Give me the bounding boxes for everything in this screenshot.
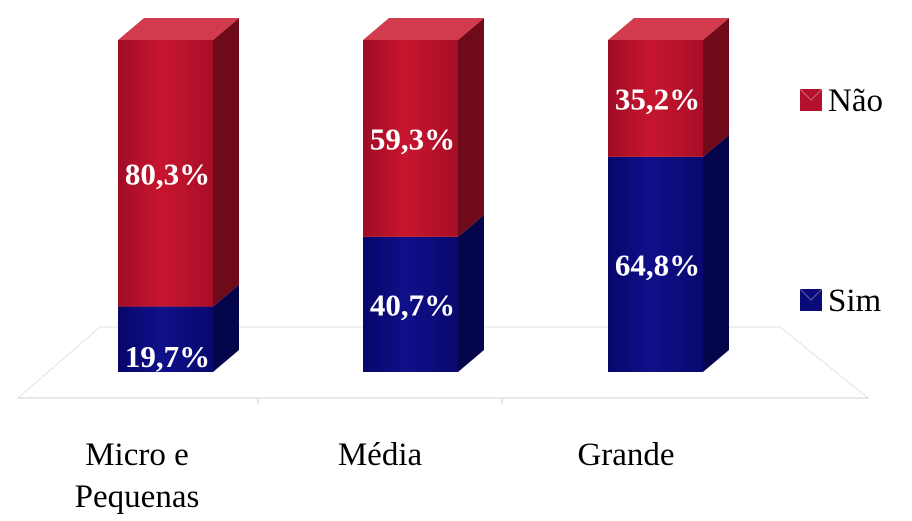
bar-2-nao-side bbox=[458, 18, 484, 237]
bar-3-nao-side bbox=[703, 18, 729, 157]
bar-2-sim-side bbox=[458, 214, 484, 372]
data-label-2-nao: 59,3% bbox=[370, 121, 455, 156]
bar-3-sim-side bbox=[703, 134, 729, 372]
category-label-2: Média bbox=[338, 437, 423, 473]
bar-2-sim-front bbox=[363, 236, 458, 372]
chart-floor bbox=[16, 326, 870, 404]
bar-1-sim-side bbox=[213, 284, 239, 372]
bar-1-sim-front bbox=[118, 306, 213, 372]
data-label-1-sim: 19,7% bbox=[125, 339, 210, 374]
bar-1-nao-side bbox=[213, 18, 239, 307]
legend-swatch-highlight-sim bbox=[799, 288, 823, 301]
bar-3-sim-front bbox=[608, 156, 703, 372]
data-label-3-nao: 35,2% bbox=[615, 81, 700, 116]
legend-swatch-highlight-nao bbox=[799, 88, 823, 101]
legend-swatch-nao bbox=[800, 89, 822, 111]
bars-group bbox=[118, 18, 729, 372]
bar-2-nao-top bbox=[363, 18, 484, 40]
legend-swatch-sim bbox=[800, 289, 822, 311]
category-label-1-line-1: Micro e bbox=[85, 437, 189, 473]
legend: Não Sim bbox=[799, 83, 883, 319]
data-labels-group: 19,7% 80,3% 40,7% 59,3% 64,8% 35,2% bbox=[125, 81, 700, 374]
bar-1-nao-front bbox=[118, 40, 213, 307]
bar-2-nao-front bbox=[363, 40, 458, 237]
category-axis-labels: Micro e Pequenas Média Grande bbox=[75, 437, 675, 515]
category-label-3: Grande bbox=[577, 437, 674, 473]
legend-label-nao: Não bbox=[828, 83, 883, 119]
bar-3-nao-top bbox=[608, 18, 729, 40]
legend-label-sim: Sim bbox=[828, 283, 882, 319]
data-label-1-nao: 80,3% bbox=[125, 156, 210, 191]
data-label-3-sim: 64,8% bbox=[615, 247, 700, 282]
data-label-2-sim: 40,7% bbox=[370, 287, 455, 322]
bar-1-nao-top bbox=[118, 18, 239, 40]
bar-3-nao-front bbox=[608, 40, 703, 157]
category-label-1-line-2: Pequenas bbox=[75, 479, 200, 515]
